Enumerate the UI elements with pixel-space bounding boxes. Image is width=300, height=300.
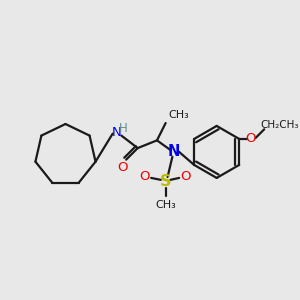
- Text: O: O: [117, 161, 128, 174]
- Text: N: N: [112, 126, 122, 139]
- Text: O: O: [181, 169, 191, 182]
- Text: CH₃: CH₃: [169, 110, 189, 120]
- Text: S: S: [160, 174, 171, 189]
- Text: N: N: [168, 144, 181, 159]
- Text: O: O: [245, 132, 256, 146]
- Text: H: H: [119, 122, 128, 135]
- Text: CH₃: CH₃: [155, 200, 176, 210]
- Text: CH₂CH₃: CH₂CH₃: [260, 120, 299, 130]
- Text: O: O: [139, 169, 150, 182]
